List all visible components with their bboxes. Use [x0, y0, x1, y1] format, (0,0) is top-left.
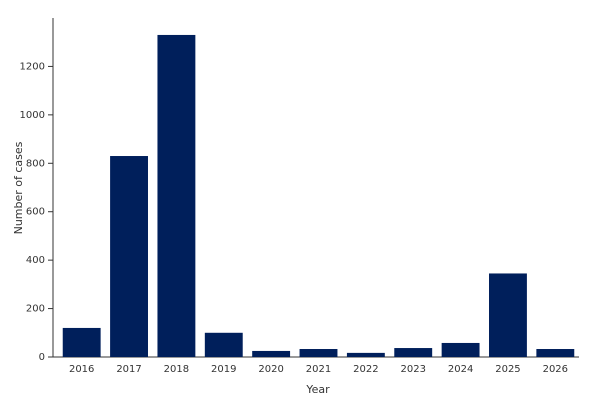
x-tick-label: 2024: [448, 364, 473, 375]
x-tick-label: 2023: [401, 364, 426, 375]
bar: [489, 273, 527, 357]
x-tick-label: 2020: [258, 364, 283, 375]
bar: [252, 350, 291, 357]
y-tick-label: 600: [26, 207, 45, 218]
x-tick-label: 2016: [69, 364, 94, 375]
y-tick-label: 400: [26, 255, 45, 266]
y-tick-label: 200: [26, 304, 45, 315]
bar: [62, 327, 101, 357]
y-tick-label: 1000: [20, 110, 45, 121]
bar: [346, 352, 385, 357]
bar: [441, 342, 480, 357]
x-tick-label: 2026: [543, 364, 568, 375]
y-axis-label: Number of cases: [12, 141, 25, 234]
y-tick-label: 1200: [20, 61, 45, 72]
y-tick-label: 0: [39, 352, 45, 363]
x-tick-label: 2025: [495, 364, 520, 375]
bar: [299, 349, 338, 357]
x-tick-label: 2017: [116, 364, 141, 375]
bar: [394, 348, 433, 357]
y-tick-label: 800: [26, 158, 45, 169]
x-tick-label: 2018: [164, 364, 189, 375]
x-axis-label: Year: [305, 383, 330, 396]
bar: [204, 332, 243, 357]
x-tick-label: 2019: [211, 364, 236, 375]
bar: [157, 34, 196, 357]
x-tick-label: 2021: [306, 364, 331, 375]
bar: [536, 349, 575, 357]
x-tick-label: 2022: [353, 364, 378, 375]
bar: [110, 156, 148, 357]
